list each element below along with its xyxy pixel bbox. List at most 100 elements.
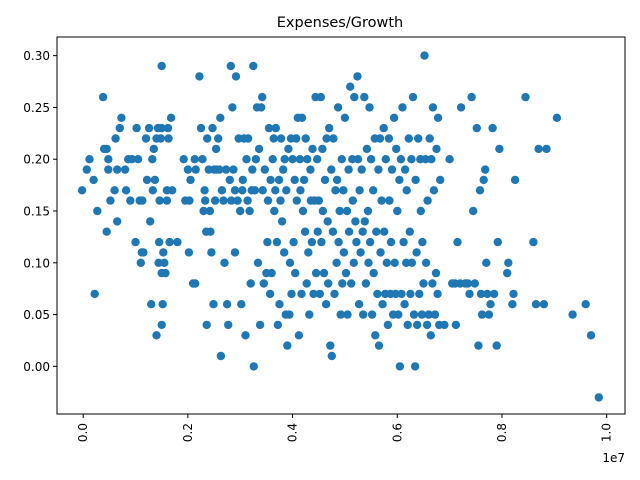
data-point [390,258,399,267]
data-point [465,289,474,299]
data-point [398,103,407,112]
data-point [394,310,403,319]
data-point [346,82,355,91]
data-point [265,289,275,299]
data-point [436,175,445,185]
data-point [221,165,231,174]
data-point [104,165,113,174]
data-point [304,248,313,257]
data-point [280,248,289,257]
data-point [405,227,414,236]
data-point [378,300,387,309]
data-point [395,175,404,185]
data-point [318,144,327,154]
data-point [410,362,420,371]
data-point [510,175,520,185]
data-point [327,165,336,174]
data-point [166,113,176,123]
data-point [327,351,336,361]
data-point [120,165,130,174]
data-point [412,248,421,257]
data-point [440,320,449,330]
data-point [279,165,288,174]
data-point [184,248,194,257]
data-point [224,320,233,330]
data-point [200,186,209,195]
data-point [203,134,212,143]
data-point [132,123,141,133]
data-point [342,206,352,216]
data-point [141,134,151,143]
data-point [302,279,311,288]
data-point [318,206,328,216]
data-point [150,175,160,185]
data-point [156,134,165,143]
data-point [539,300,549,309]
data-point [157,320,166,330]
data-point [359,310,368,319]
data-point [486,300,495,309]
data-point [347,279,356,288]
data-point [483,289,492,299]
data-point [245,206,254,216]
data-point [365,103,374,112]
data-point [581,300,590,309]
x-axis: 0.0 0.2 0.4 0.6 0.8 1.0 [76,414,614,442]
y-tick-label: 0.30 [23,49,50,63]
data-point [230,186,240,195]
data-point [331,186,340,195]
data-point [77,186,87,195]
data-point [296,186,305,195]
y-tick-label: 0.25 [23,101,50,115]
data-point [308,144,317,154]
data-point [272,237,282,247]
data-point [136,258,145,267]
data-point [586,331,596,340]
data-point [276,134,286,143]
data-point [476,289,486,299]
data-point [369,186,378,195]
data-point [201,196,210,205]
data-point [355,186,364,195]
data-point [294,331,304,340]
data-point [402,186,411,195]
data-point [229,165,238,174]
data-point [386,237,396,247]
data-point [413,320,422,330]
data-point [376,248,385,257]
data-point [422,320,432,330]
data-point [250,186,260,195]
data-point [474,341,483,350]
data-point [365,237,375,247]
data-point [275,300,284,309]
data-point [389,113,399,123]
data-point [242,155,251,164]
data-point [428,103,438,112]
data-point [445,155,454,164]
data-point [320,175,330,185]
data-point [330,289,339,299]
data-point [400,165,410,174]
data-point [431,268,441,278]
data-point [508,300,517,309]
data-point [270,206,279,216]
data-point [238,175,247,185]
data-point [315,289,324,299]
data-point [552,113,562,123]
data-point [303,155,312,164]
data-point [254,144,264,154]
data-point [451,320,461,330]
data-point [339,186,348,195]
data-point [492,341,501,350]
data-point [307,237,317,247]
data-point [269,134,278,143]
data-point [427,155,436,164]
data-point [351,217,360,226]
data-point [154,237,164,247]
data-point [191,279,200,288]
data-point [282,186,291,195]
data-point [408,92,418,102]
data-point [418,237,427,247]
data-point [395,362,405,371]
data-point [419,279,428,288]
